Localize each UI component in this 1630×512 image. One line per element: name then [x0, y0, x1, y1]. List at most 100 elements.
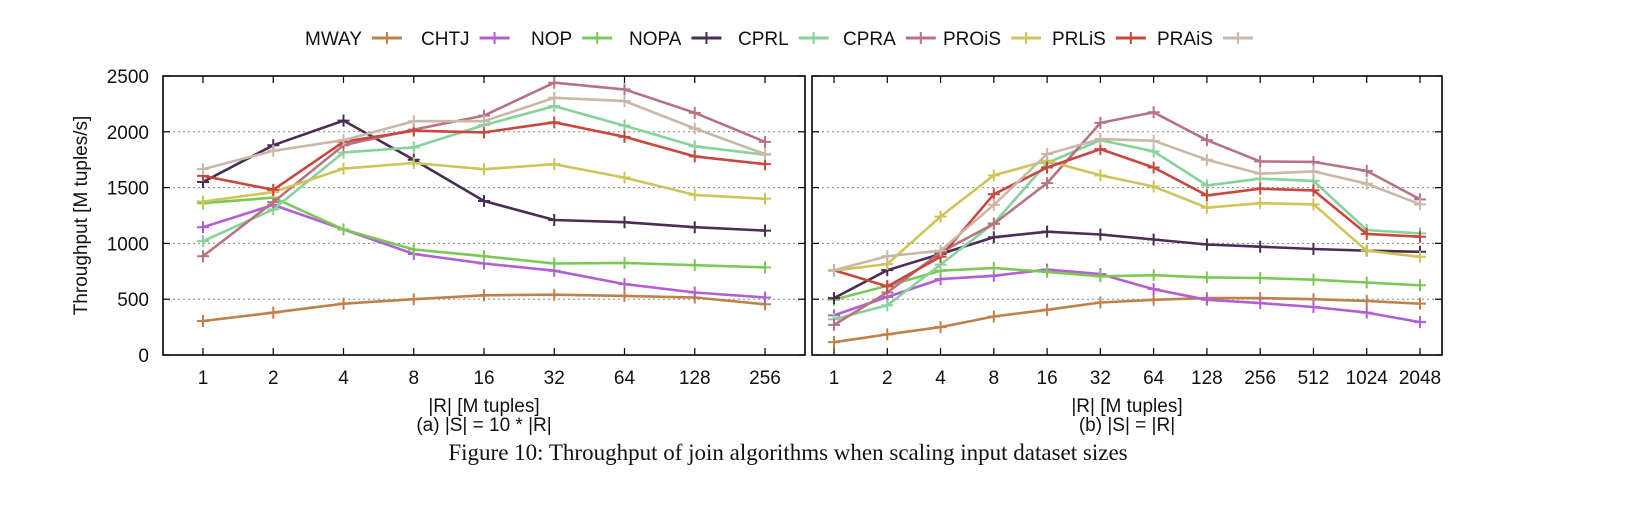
- data-point: [1307, 184, 1320, 197]
- data-point: [337, 162, 350, 175]
- data-point: [1094, 133, 1107, 146]
- legend-label: MWAY: [305, 29, 362, 50]
- data-point: [1254, 182, 1267, 195]
- data-point: [1414, 198, 1426, 211]
- series-prlis: [197, 116, 771, 196]
- data-point: [688, 188, 701, 201]
- series-prais: [828, 133, 1426, 277]
- data-point: [1094, 270, 1107, 283]
- legend-label: PROiS: [943, 29, 1001, 50]
- panel-b-grid: [812, 131, 1442, 300]
- x-tick-label: 32: [544, 368, 565, 389]
- data-point: [759, 192, 771, 205]
- legend-label: PRLiS: [1052, 29, 1106, 50]
- y-tick-label: 2000: [107, 123, 149, 144]
- panel-a-x-ticks: 1 2 4 8 16 32 64 128 256: [198, 76, 781, 389]
- y-tick-label: 500: [117, 290, 149, 311]
- panel-a-y-ticks: 0 500 1000 1500 2000 2500: [107, 67, 805, 367]
- data-point: [337, 223, 350, 236]
- data-point: [759, 135, 771, 148]
- x-tick-label: 8: [989, 368, 1000, 389]
- series-line: [833, 230, 1421, 300]
- data-point: [934, 321, 947, 334]
- data-point: [478, 126, 490, 139]
- panel-b-x-axis-label: |R| [M tuples]: [1071, 396, 1182, 417]
- data-point: [759, 148, 771, 161]
- data-point: [688, 122, 701, 135]
- data-point: [1041, 148, 1054, 161]
- data-point: [618, 289, 631, 302]
- data-point: [881, 250, 894, 263]
- x-tick-label: 512: [1298, 368, 1330, 389]
- series-chtj: [828, 263, 1426, 329]
- panel-b-series: [828, 106, 1426, 349]
- x-tick-label: 128: [679, 368, 711, 389]
- series-prais: [197, 91, 771, 176]
- data-point: [478, 250, 490, 263]
- legend-label: CHTJ: [421, 29, 470, 50]
- legend-marker: [591, 32, 604, 44]
- legend-label: NOPA: [629, 29, 682, 50]
- data-point: [267, 144, 280, 157]
- data-point: [618, 171, 631, 184]
- data-point: [1254, 297, 1267, 310]
- data-point: [1094, 228, 1107, 241]
- data-point: [267, 196, 280, 209]
- data-point: [1147, 283, 1160, 296]
- data-point: [478, 115, 490, 128]
- data-point: [1360, 227, 1373, 240]
- x-tick-label: 256: [749, 368, 781, 389]
- data-point: [1254, 197, 1267, 210]
- data-point: [1414, 250, 1426, 263]
- series-line: [833, 268, 1421, 324]
- data-point: [934, 244, 947, 257]
- x-tick-label: 64: [1143, 368, 1165, 389]
- legend-marker: [1020, 32, 1033, 44]
- data-point: [1254, 271, 1267, 284]
- data-point: [1307, 301, 1320, 314]
- data-point: [1041, 265, 1054, 278]
- data-point: [1307, 165, 1320, 178]
- data-point: [1147, 161, 1160, 174]
- series-line: [833, 266, 1421, 302]
- legend-marker: [914, 32, 927, 44]
- data-point: [1254, 240, 1267, 253]
- data-point: [1200, 201, 1213, 214]
- x-tick-label: 2048: [1399, 368, 1441, 389]
- legend-marker: [1231, 32, 1244, 44]
- data-point: [759, 158, 771, 171]
- data-point: [688, 286, 701, 299]
- series-mway: [828, 292, 1426, 349]
- data-point: [1360, 244, 1373, 257]
- x-tick-label: 1: [829, 368, 840, 389]
- data-point: [618, 256, 631, 269]
- data-point: [1041, 161, 1054, 174]
- data-point: [618, 83, 631, 96]
- data-point: [1360, 177, 1373, 190]
- series-line: [833, 111, 1421, 327]
- data-point: [1094, 296, 1107, 309]
- data-point: [197, 163, 209, 176]
- data-point: [548, 76, 561, 89]
- y-tick-label: 0: [138, 346, 149, 367]
- data-point: [1307, 273, 1320, 286]
- series-mway: [197, 288, 771, 327]
- legend-label: NOP: [531, 29, 572, 50]
- data-point: [407, 293, 420, 306]
- panel-a-subtitle: (a) |S| = 10 * |R|: [416, 415, 551, 436]
- series-line: [833, 147, 1421, 288]
- data-point: [407, 115, 420, 128]
- data-point: [1200, 293, 1213, 306]
- legend-label: CPRA: [843, 29, 896, 50]
- data-point: [934, 210, 947, 223]
- x-tick-label: 4: [935, 368, 946, 389]
- data-point: [267, 183, 280, 196]
- data-point: [197, 221, 209, 234]
- data-point: [759, 224, 771, 237]
- data-point: [197, 195, 209, 208]
- y-tick-label: 2500: [107, 67, 149, 88]
- data-point: [1200, 271, 1213, 284]
- data-point: [618, 119, 631, 132]
- data-point: [197, 235, 209, 248]
